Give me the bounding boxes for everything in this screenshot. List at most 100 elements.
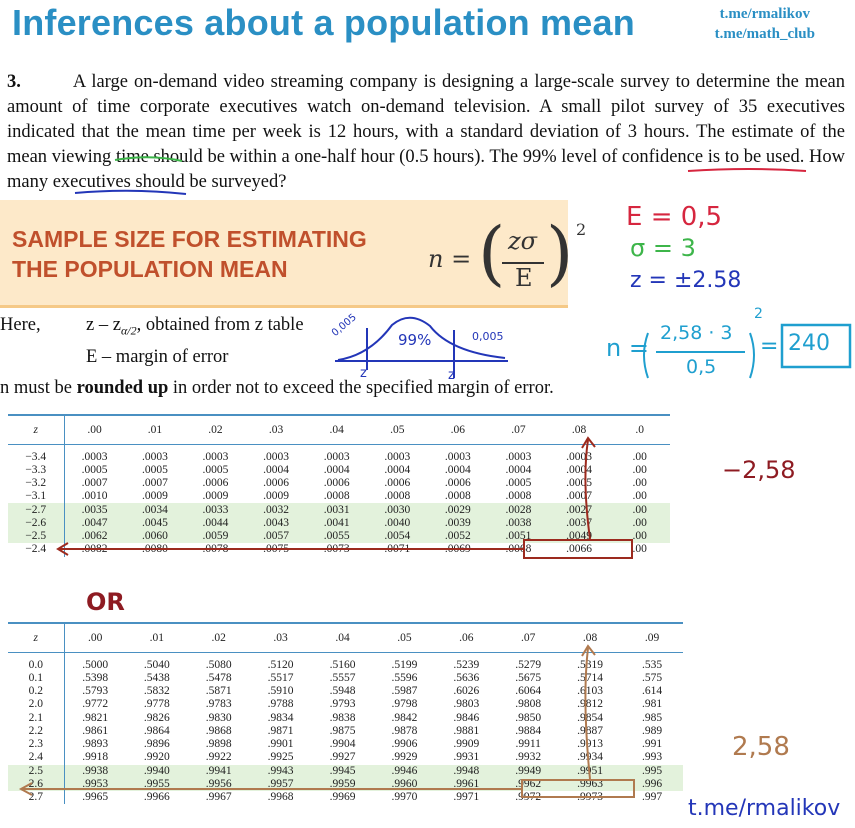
table-cell: .9925 [267,751,294,764]
table-cell: .9957 [249,777,312,792]
table-cell: .0034 [124,503,186,517]
table-cell: .0003 [263,450,290,463]
table-cell: .0045 [124,516,186,530]
z-def-rest: , obtained from z table [136,315,304,335]
handle-rmalikov: t.me/rmalikov [719,6,810,22]
table-row: −3.2 .0007 .0007 .0006 .0006 .0006 .0006 .0006.… [8,476,670,491]
z-row-label: 0.0 [8,652,65,672]
table-cell: .5557 [329,671,356,684]
table-row: 2.5.9938.9940.9941.9943.9945.9946.9948.9… [8,764,683,778]
z-row-label: −2.7 [8,503,65,517]
table-cell: .9911 [515,738,541,751]
problem-text-3: (0.5 hours). [394,147,490,167]
table-cell: .9943 [249,764,312,778]
table-cell: .0007 [141,476,168,489]
table-cell: .0033 [185,503,246,517]
table-cell: .9940 [125,764,188,778]
table-cell: .9956 [187,777,250,792]
table-cell: .5517 [267,671,294,684]
formula-banner: SAMPLE SIZE FOR ESTIMATING THE POPULATIO… [0,200,568,308]
z-table-negative: z .00.01.02.03.04.05.06.07.08.0 −3.4.0003… [8,416,670,557]
hand-z-value: z = ±2.58 [630,268,742,293]
table-cell: .9834 [267,711,294,724]
table-cell: .991 [641,738,663,751]
table-cell: .981 [641,698,663,711]
table-cell: .9938 [64,764,126,778]
table-row: 2.1 .9821 .9826 .9830 .9834 .9838 .9842 .9846 .9… [8,711,683,725]
highlight-box-positive [521,779,635,798]
table-row: 2.0 .9772 .9778 .9783 .9788 .9793 .9798 .9803 .9… [8,698,683,712]
table-cell: .00 [632,463,647,476]
table-cell: .0044 [185,516,246,530]
table-cell: .00 [632,543,647,556]
rounding-note: n must be rounded up in order not to exc… [0,376,554,400]
table-cell: .5478 [205,671,232,684]
table-cell: .0069 [444,543,471,556]
rounding-bold: rounded up [76,378,169,398]
table-cell: .9842 [391,711,418,724]
formula-numerator: zσ [508,227,538,255]
table-cell: .9808 [515,698,542,711]
column-header: .00 [64,416,125,445]
table-cell: .9881 [453,724,480,737]
z-row-label: 2.0 [8,698,65,712]
table-row: −2.6.0047.0045.0044.0043.0041.0040.0039.… [8,516,670,530]
table-cell: .0059 [185,529,246,544]
z-row-label: −3.4 [8,444,65,464]
z-row-label: −2.4 [8,543,65,557]
table-cell: .9793 [329,698,356,711]
banner-line-1: SAMPLE SIZE FOR ESTIMATING [12,226,367,252]
table-cell: .993 [641,751,663,764]
hand-or: OR [86,588,125,616]
table-cell: .0041 [306,516,367,530]
table-cell: .9931 [453,751,480,764]
z-row-label: −3.2 [8,476,65,491]
table-cell: .9959 [311,777,374,792]
column-header: .03 [245,416,307,445]
table-cell: .9953 [64,777,126,792]
table-cell: .0054 [366,529,428,544]
table-cell: .9960 [373,777,436,792]
table-cell: .0066 [566,543,592,556]
table-cell: .0010 [81,490,108,503]
z-column-header: z [8,416,65,445]
table-cell: .0062 [64,529,125,544]
hand-signature: t.me/rmalikov [688,796,841,821]
table-row: −3.4 .0003 .0003 .0003 .0003 .0003 .0003 .0003.… [8,444,670,464]
table-cell: .0007 [81,476,108,489]
table-cell: .0040 [366,516,428,530]
table-cell: .0004 [444,463,471,476]
table-cell: .0004 [566,463,592,476]
z-row-label: 2.6 [8,777,65,792]
hand-n-denominator: 0,5 [686,356,717,378]
table-cell: .0028 [488,503,549,517]
highlight-box-negative [523,539,633,559]
table-cell: .9969 [329,791,356,804]
table-cell: .0003 [444,450,471,463]
z-table-positive: z .00.01.02.03.04.05.06.07.08.09 0.0 .5000… [8,624,683,805]
table-row: 2.4 .9918 .9920 .9922 .9925 .9927 .9929 .9931 .9… [8,751,683,765]
table-cell: .9929 [391,751,418,764]
table-cell: .9949 [497,764,560,778]
table-cell: .575 [641,671,663,684]
table-cell: .9920 [143,751,170,764]
table-cell: .996 [621,777,683,792]
table-cell: .9913 [577,738,603,751]
table-cell: .5239 [453,658,480,671]
table-cell: .9955 [125,777,188,792]
table-cell: .0071 [384,543,411,556]
hand-positive-z: 2,58 [732,732,790,762]
table-cell: .9909 [453,738,480,751]
table-cell: .5793 [82,684,109,697]
table-cell: .989 [641,724,663,737]
table-cell: .5279 [515,658,542,671]
hand-n-lhs: n = [606,334,649,362]
table-cell: .9868 [205,724,232,737]
page-title: Inferences about a population mean [12,2,635,43]
table-cell: .9918 [82,751,109,764]
table-cell: .0003 [141,450,168,463]
table-cell: .00 [632,490,647,503]
table-cell: .5871 [205,684,232,697]
table-cell: .9798 [391,698,418,711]
table-cell: .9945 [311,764,374,778]
